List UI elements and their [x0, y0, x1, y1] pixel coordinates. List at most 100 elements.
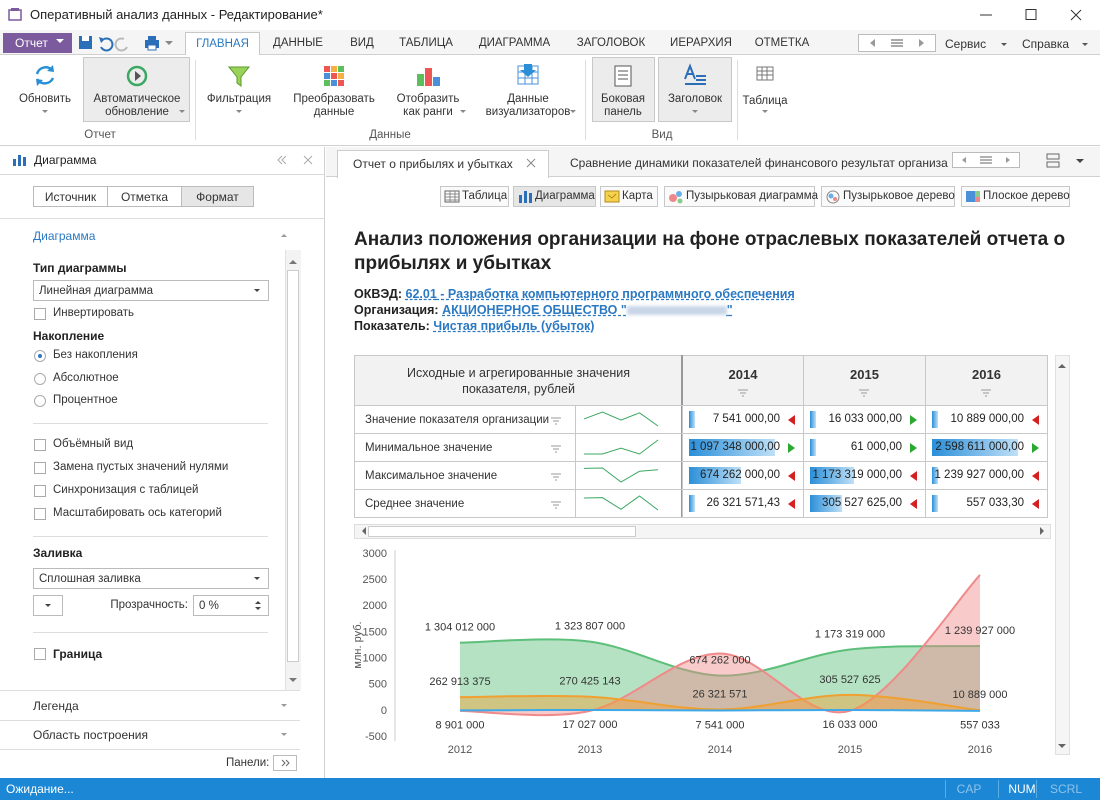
chart-type-select[interactable]: Линейная диаграмма [33, 280, 269, 301]
org-value-end[interactable]: " [726, 303, 733, 317]
side-panel-header-border [0, 174, 325, 175]
ribbon-button-label[interactable]: Заголовок [667, 93, 723, 105]
ribbon-tab[interactable]: ИЕРАРХИЯ [670, 37, 732, 49]
sparkline-line [584, 439, 659, 455]
checkbox-label[interactable]: Инвертировать [53, 307, 134, 319]
okved-line: ОКВЭД: 62.01 - Разработка компьютерного … [354, 287, 795, 301]
ribbon-button-label[interactable]: Отобразить как ранги [396, 93, 460, 118]
radio-label[interactable]: Без накопления [53, 349, 138, 361]
ribbon-button-label[interactable]: Таблица [742, 95, 788, 107]
org-value[interactable]: АКЦИОНЕРНОЕ ОБЩЕСТВО " [442, 303, 627, 317]
maximize-button[interactable] [1021, 6, 1041, 24]
doc-tab[interactable]: Сравнение динамики показателей финансово… [570, 156, 948, 170]
panels-button[interactable] [273, 755, 297, 771]
ribbon-tab[interactable]: ЗАГОЛОВОК [576, 37, 646, 49]
row-filter-icon-glyph [551, 417, 561, 425]
checkbox[interactable] [34, 485, 46, 497]
checkbox[interactable] [34, 508, 46, 520]
doc-tab-close[interactable] [526, 157, 536, 168]
view-button[interactable]: Диаграмма [513, 186, 596, 207]
scroll-up[interactable] [1058, 360, 1066, 368]
minimize-button-glyph [980, 14, 992, 16]
scroll-down[interactable] [289, 678, 297, 686]
layout-button[interactable] [1043, 152, 1093, 170]
spin-down [255, 607, 261, 613]
checkbox-label[interactable]: Масштабировать ось категорий [53, 507, 222, 519]
column-filter-icon [737, 387, 748, 397]
radio-label[interactable]: Абсолютное [53, 372, 119, 384]
view-button-icon [825, 189, 841, 204]
checkbox-label[interactable]: Граница [53, 647, 103, 661]
scroll-up[interactable] [289, 256, 297, 264]
checkbox[interactable] [34, 308, 46, 320]
view-button[interactable]: Плоское дерево [961, 186, 1070, 207]
row-filter-icon-glyph [551, 501, 561, 509]
scroll-left[interactable] [358, 527, 366, 535]
collapsed-section[interactable]: Легенда [33, 699, 79, 713]
trend-down-arrow [788, 415, 795, 425]
cell-value: 557 033,30 [966, 497, 1024, 509]
checkbox[interactable] [34, 462, 46, 474]
sparkline [583, 411, 659, 427]
collapse-panel-button[interactable] [275, 153, 289, 167]
y-tick-label: 2000 [363, 600, 387, 612]
checkbox-label[interactable]: Объёмный вид [53, 438, 134, 450]
radio[interactable] [34, 395, 46, 407]
minimize-button[interactable] [976, 6, 996, 24]
transparency-input[interactable]: 0 % [193, 595, 269, 616]
area-fill [460, 574, 980, 716]
report-menu-button[interactable]: Отчет [3, 33, 72, 53]
ribbon-table-icon [755, 64, 775, 84]
collapsed-section[interactable]: Область построения [33, 728, 148, 742]
okved-label: ОКВЭД: [354, 287, 403, 301]
view-button[interactable]: Карта [600, 186, 658, 207]
view-button[interactable]: Пузырьковая диаграмма [664, 186, 818, 207]
data-bar [689, 495, 695, 512]
ribbon-group-label: Вид [651, 129, 673, 141]
divider [0, 690, 300, 691]
ribbon-tab[interactable]: ГЛАВНАЯ [185, 32, 260, 56]
okved-code[interactable]: 62.01 [405, 287, 437, 301]
ribbon-button-label[interactable]: Данные визуализаторов [485, 93, 571, 118]
ribbon-button-label[interactable]: Автоматическое обновление [93, 93, 181, 118]
ribbon-button-frame[interactable] [592, 57, 655, 122]
radio-label[interactable]: Процентное [53, 394, 118, 406]
ribbon-button-label[interactable]: Преобразовать данные [293, 93, 375, 118]
checkbox-label[interactable]: Синхронизация с таблицей [53, 484, 199, 496]
menu-item[interactable]: Сервис [945, 37, 987, 51]
indicator-value[interactable]: Чистая прибыль (убыток) [433, 319, 595, 333]
checkbox[interactable] [34, 439, 46, 451]
checkbox[interactable] [34, 648, 46, 660]
scroll-right[interactable] [1040, 527, 1048, 535]
checkbox-label[interactable]: Замена пустых значений нулями [53, 461, 229, 473]
close-button[interactable] [1066, 6, 1086, 24]
ribbon-tab[interactable]: ТАБЛИЦА [399, 37, 453, 49]
ribbon-tab[interactable]: ВИД [350, 37, 374, 49]
side-panel-tab[interactable]: Источник [33, 186, 108, 207]
ribbon-tab[interactable]: ОТМЕТКА [754, 37, 810, 49]
okved-text[interactable]: - Разработка компьютерного программного … [436, 287, 795, 301]
doc-tab[interactable]: Отчет о прибылях и убытках [337, 150, 549, 178]
section-title[interactable]: Диаграмма [33, 229, 96, 243]
ribbon-tab[interactable]: ДАННЫЕ [273, 37, 323, 49]
radio[interactable] [34, 373, 46, 385]
side-panel-tab[interactable]: Отметка [107, 186, 182, 207]
side-panel-tab[interactable]: Формат [181, 186, 254, 207]
data-label: 1 323 807 000 [555, 621, 625, 633]
ribbon-button-label[interactable]: Боковая панель [600, 93, 646, 118]
close-panel-button[interactable] [301, 153, 315, 167]
status-indicator: CAP [956, 782, 982, 796]
view-button-icon [604, 189, 620, 204]
ribbon-button-label[interactable]: Обновить [18, 93, 72, 105]
tab-scroll-buttons-glyph [858, 34, 936, 52]
ribbon-button-label[interactable]: Фильтрация [206, 93, 272, 105]
view-button[interactable]: Таблица [440, 186, 509, 207]
view-button[interactable]: Пузырьковое дерево [821, 186, 955, 207]
ribbon-tab[interactable]: ДИАГРАММА [478, 37, 551, 49]
scroll-down[interactable] [1058, 744, 1066, 752]
menu-item[interactable]: Справка [1022, 37, 1070, 51]
data-label: 674 262 000 [689, 655, 750, 667]
row-filter-icon [551, 471, 561, 481]
fill-select[interactable]: Сплошная заливка [33, 568, 269, 589]
app-icon-glyph [8, 8, 22, 21]
